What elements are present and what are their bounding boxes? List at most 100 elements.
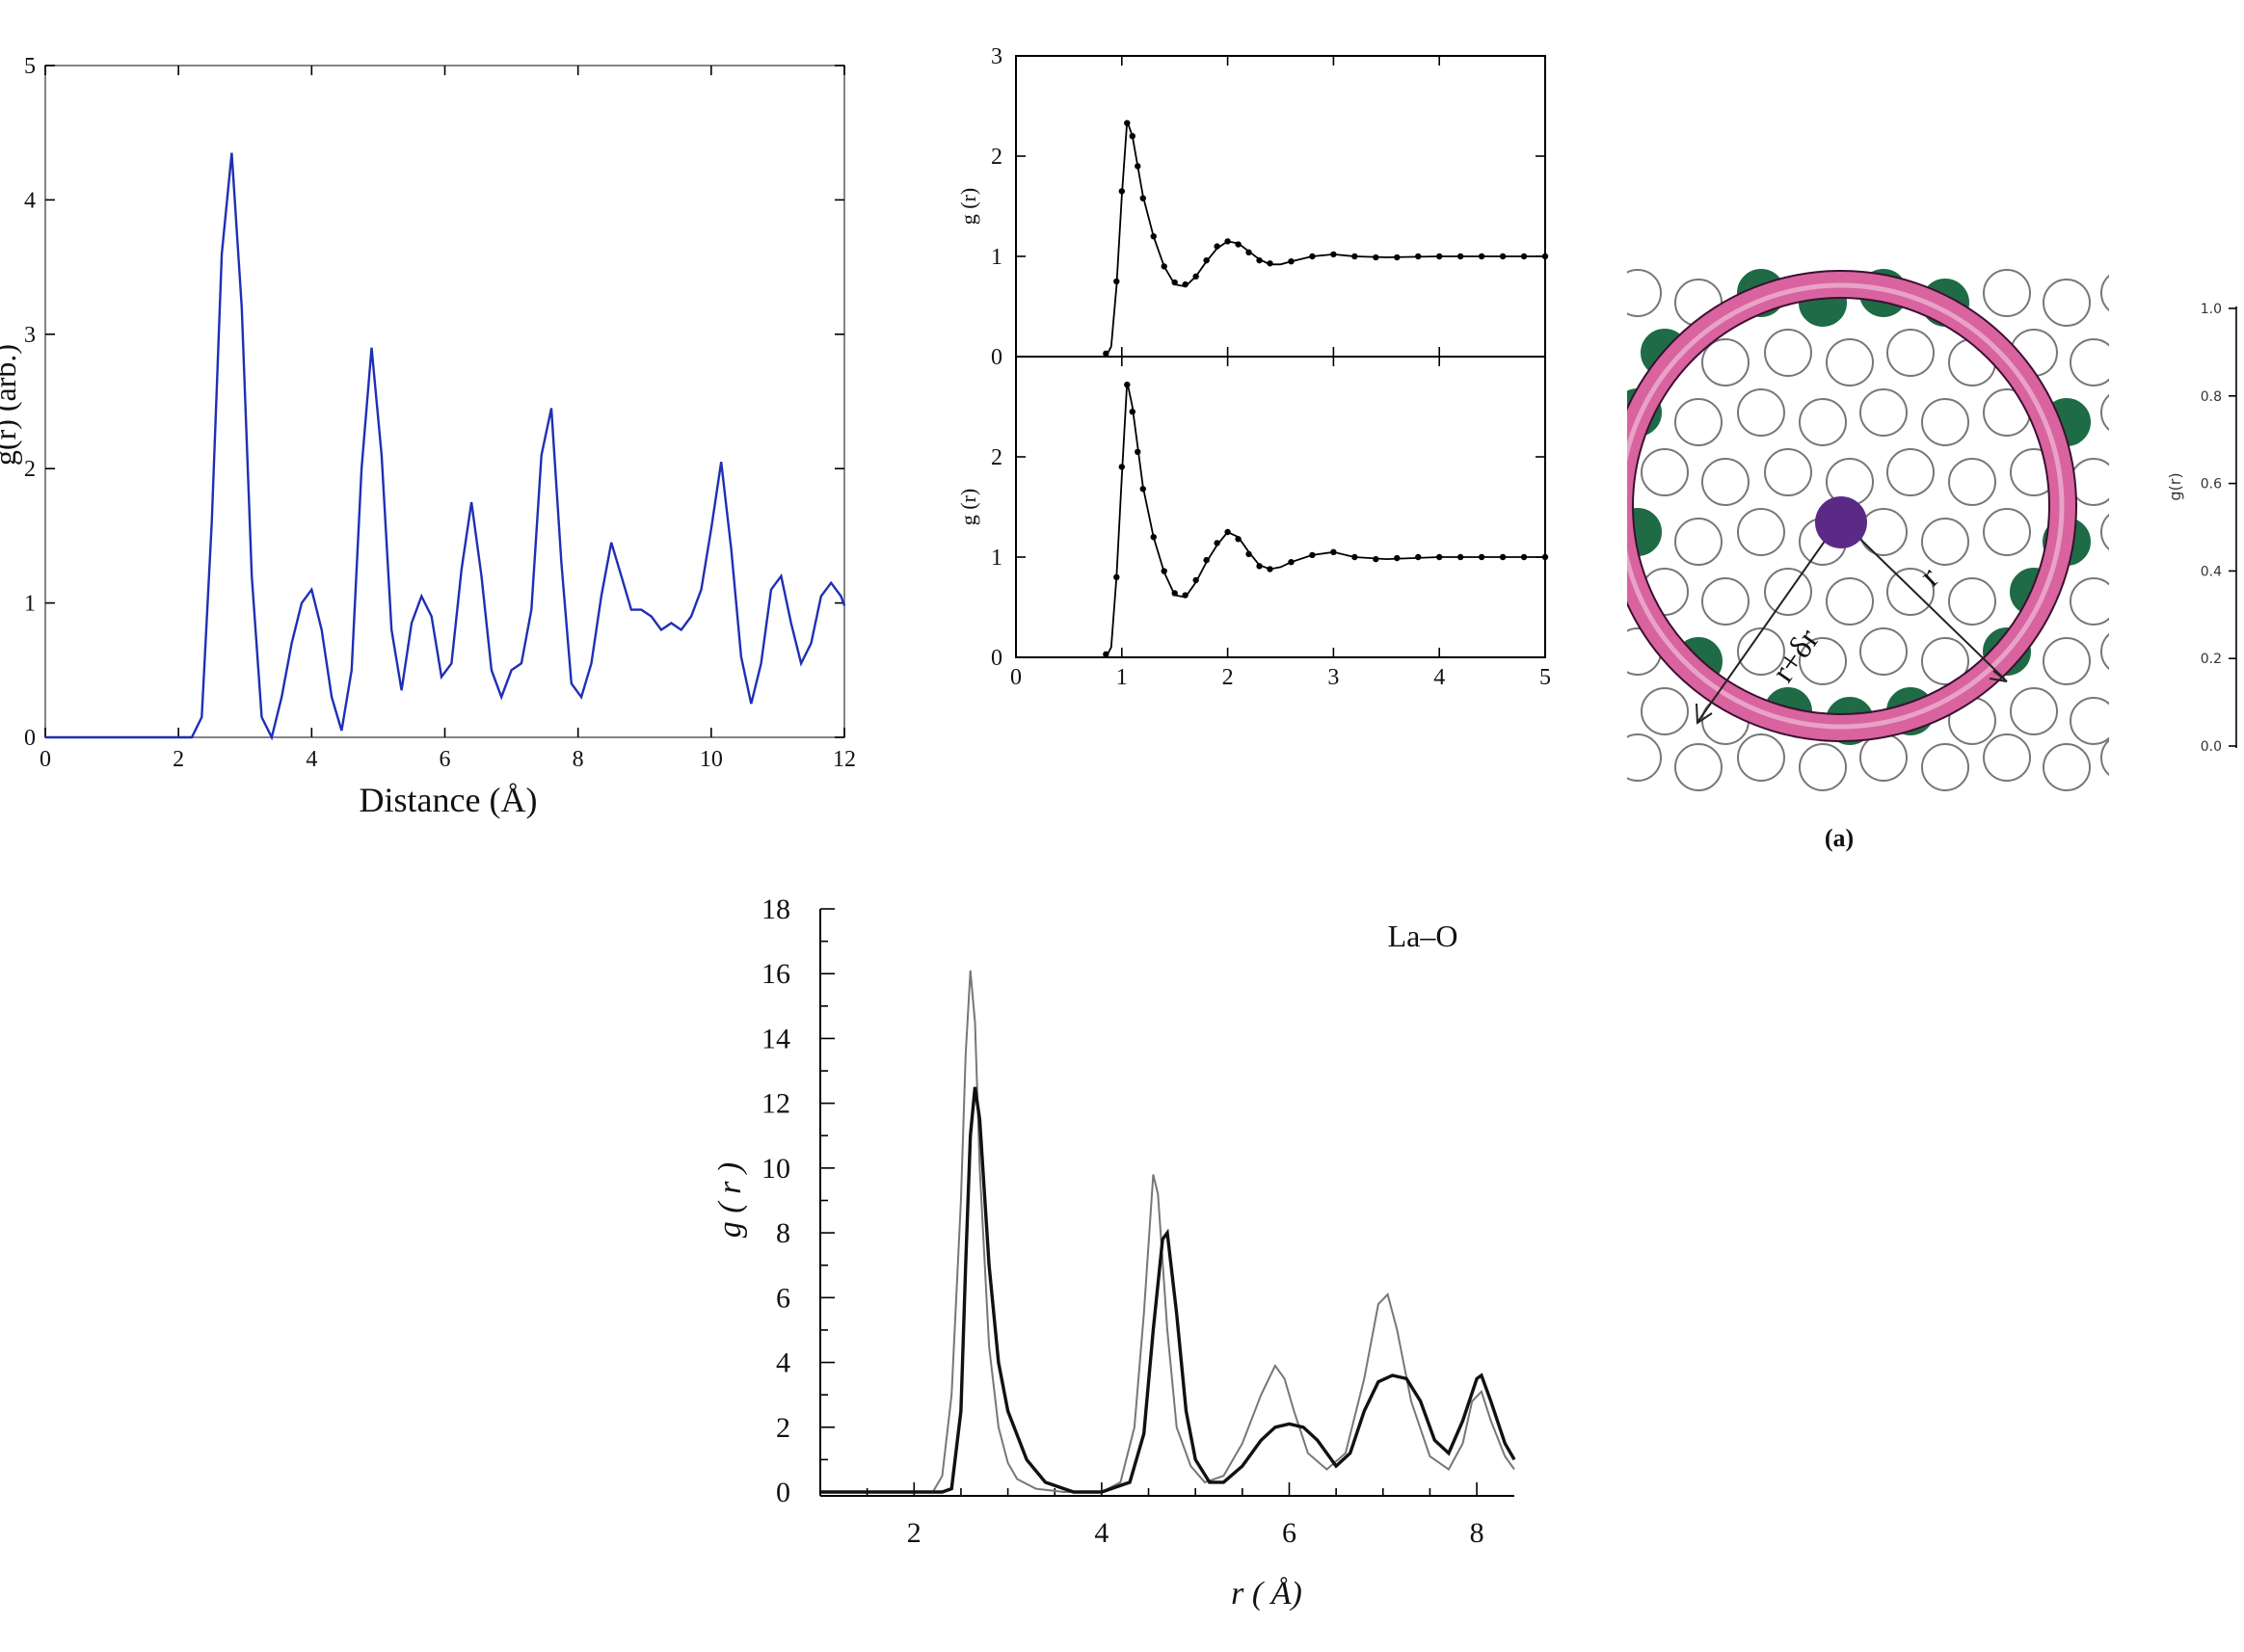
y-tick-label: 0.6: [2201, 477, 2222, 493]
chart-gr-top: 0 1 2 3 g (r): [956, 44, 1549, 370]
x-tick-label: 6: [440, 747, 451, 772]
data-point: [1478, 253, 1485, 260]
particle: [1948, 458, 1996, 506]
particle: [1799, 637, 1847, 685]
particle: [2100, 738, 2109, 777]
particle: [2100, 632, 2109, 671]
particle: [1737, 627, 1785, 676]
x-tick-label: 2: [1222, 665, 1234, 690]
data-point: [1499, 553, 1507, 561]
data-point: [1139, 486, 1146, 493]
particle: [1983, 508, 2031, 556]
data-point: [1214, 540, 1220, 546]
particle: [1701, 577, 1750, 626]
y-tick-label: 14: [761, 1023, 790, 1054]
plot-frame: [1015, 55, 1546, 358]
data-point: [1415, 253, 1422, 260]
y-tick-label: 1.0: [2201, 302, 2222, 317]
particle: [1948, 577, 1996, 626]
data-point: [1288, 559, 1295, 566]
data-point: [1309, 253, 1316, 260]
x-tick-label: 8: [573, 747, 584, 772]
x-tick-label: 0: [1010, 665, 1022, 690]
series-line-thick: [820, 1086, 1516, 1494]
data-point: [1103, 651, 1109, 658]
particle: [1859, 733, 1908, 782]
r-arrow: [1840, 520, 2006, 680]
data-point: [1373, 253, 1379, 261]
particle: [1641, 687, 1689, 735]
y-tick-label: 0.0: [2201, 739, 2222, 755]
data-point: [1235, 536, 1242, 543]
diagram-caption: (a): [1825, 824, 1854, 852]
data-point: [1478, 553, 1485, 561]
data-point: [1192, 576, 1199, 584]
particle: [1799, 743, 1847, 791]
particle: [1764, 448, 1812, 496]
x-tick-label: 5: [1539, 665, 1551, 690]
particle: [2070, 338, 2109, 386]
y-tick-label: 0.4: [2201, 564, 2222, 579]
y-tick-label: 1: [991, 546, 1002, 571]
particle: [2010, 687, 2058, 735]
particle: [2100, 393, 2109, 432]
data-point: [1139, 195, 1146, 201]
particle: [1737, 508, 1785, 556]
y-tick-label: 18: [761, 893, 790, 925]
data-point: [1520, 553, 1528, 561]
y-axis-label: g ( r ): [712, 1162, 748, 1238]
data-point: [1256, 256, 1263, 264]
y-tick-label: 8: [776, 1217, 790, 1249]
data-point: [1214, 243, 1220, 250]
data-point: [1103, 350, 1109, 358]
r-dr-arrow: [1697, 520, 1840, 722]
data-point: [1118, 188, 1126, 195]
y-tick-label: 5: [24, 54, 36, 79]
x-tick-label: 4: [1094, 1517, 1109, 1549]
particle: [1859, 508, 1908, 556]
y-tick-label: 1: [991, 245, 1002, 270]
data-point: [1113, 573, 1120, 580]
data-point: [1245, 249, 1252, 256]
particle: [1921, 743, 1969, 791]
y-tick-label: 2: [776, 1412, 790, 1444]
data-point: [1203, 556, 1210, 564]
data-point: [1150, 233, 1157, 240]
data-point: [1182, 592, 1189, 599]
data-point: [1267, 260, 1273, 267]
y-tick-label: 16: [761, 958, 790, 990]
particle: [1627, 269, 1662, 317]
data-point: [1436, 253, 1443, 260]
data-point: [1415, 553, 1422, 561]
x-tick-label: 8: [1470, 1517, 1484, 1549]
y-tick-label: 4: [776, 1347, 790, 1379]
data-point: [1161, 263, 1167, 270]
data-point: [1351, 553, 1358, 561]
x-tick-label: 0: [40, 747, 51, 772]
data-point: [1203, 256, 1210, 264]
r-dr-arrow-head: [1696, 703, 1713, 725]
x-tick-label: 6: [1282, 1517, 1296, 1549]
particle: [2043, 743, 2091, 791]
particle: [1674, 743, 1723, 791]
data-point: [1436, 553, 1443, 561]
data-point: [1161, 568, 1167, 574]
y-axis-label: g(r): [2166, 472, 2184, 500]
particle: [1859, 627, 1908, 676]
x-tick-label: 4: [306, 747, 317, 772]
data-point: [1520, 253, 1528, 260]
data-point: [1245, 550, 1252, 558]
particle: [1764, 329, 1812, 377]
particle: [1737, 388, 1785, 437]
y-tick-label: 0: [991, 345, 1002, 370]
data-point: [1118, 464, 1126, 470]
series-line-curve: [1016, 381, 1545, 658]
particle: [2070, 458, 2109, 506]
data-point: [1394, 253, 1401, 261]
y-tick-label: 0: [24, 726, 36, 751]
particle: [2128, 688, 2175, 734]
x-tick-label: 12: [833, 747, 856, 772]
y-tick-label: 3: [991, 44, 1002, 69]
particle: [1886, 448, 1935, 496]
